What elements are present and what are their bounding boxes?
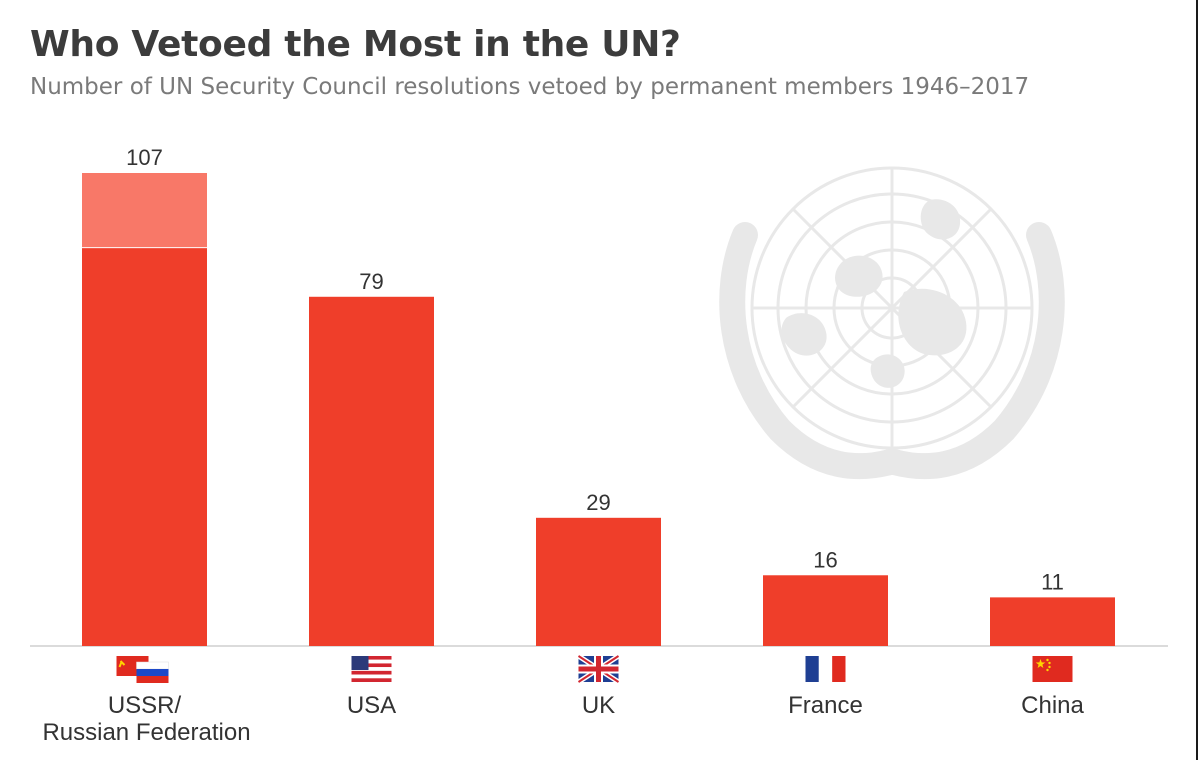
value-label-china: 11: [1041, 569, 1064, 594]
category-label-china: China: [1021, 692, 1084, 719]
bar-ussr-russia-lower: [82, 248, 207, 646]
category-label-france: France: [788, 692, 863, 719]
chart-subtitle: Number of UN Security Council resolution…: [30, 74, 1030, 100]
chart-title: Who Vetoed the Most in the UN?: [30, 24, 681, 65]
china-flag-icon: [1032, 656, 1073, 682]
russia-flag-icon: [136, 661, 169, 683]
value-label-uk: 29: [586, 490, 610, 515]
un-emblem-icon: [719, 166, 1065, 480]
bar-uk: [536, 517, 661, 646]
bar-ussr-russia-upper: [82, 173, 207, 248]
category-label-ussr-russia: USSR/Russian Federation: [42, 692, 250, 746]
bar-usa: [309, 296, 434, 646]
value-label-ussr-russia: 107: [126, 145, 163, 170]
bar-china: [990, 597, 1115, 646]
uk-flag-icon: [577, 653, 620, 685]
frame-edge: [1196, 0, 1198, 760]
category-label-usa: USA: [347, 692, 396, 719]
category-label-uk: UK: [582, 692, 615, 719]
value-label-usa: 79: [359, 269, 383, 294]
usa-flag-icon: [351, 656, 392, 682]
france-flag-icon: [805, 656, 846, 682]
bar-france: [763, 575, 888, 646]
value-label-france: 16: [813, 547, 837, 572]
